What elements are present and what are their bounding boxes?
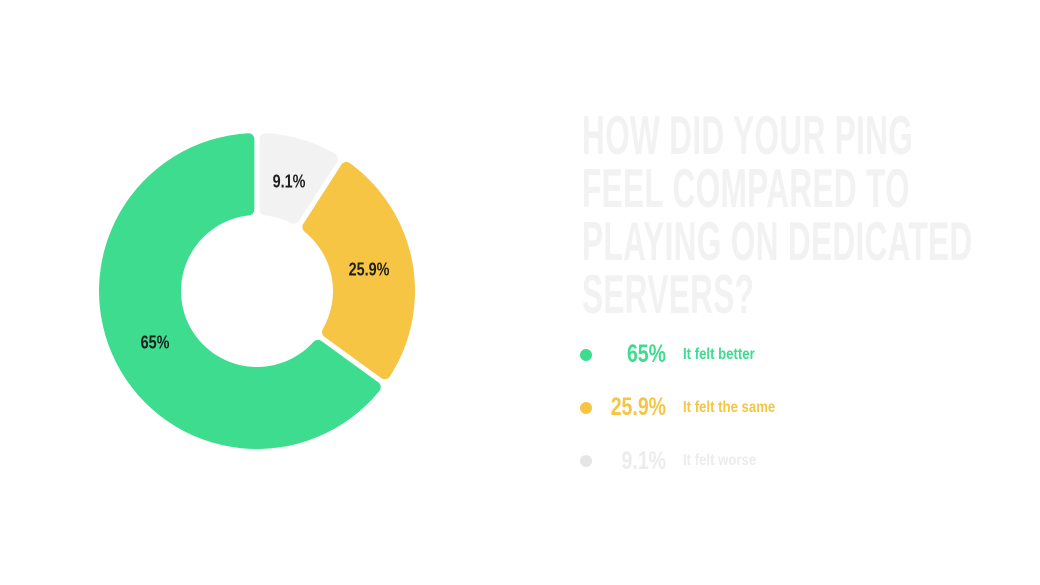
- chart-title: HOW DID YOUR PING FEEL COMPARED TO PLAYI…: [582, 104, 1022, 325]
- title-line-2: FEEL COMPARED TO: [582, 157, 910, 219]
- title-line-4: SERVERS?: [582, 263, 755, 325]
- legend-value-worse: 9.1%: [621, 446, 666, 475]
- legend-dot-worse-icon: [580, 455, 592, 467]
- legend-value-better: 65%: [626, 340, 666, 368]
- legend-row-worse: 9.1% It felt worse: [580, 443, 769, 479]
- donut-svg: [99, 133, 415, 449]
- legend-label-same: It felt the same: [683, 398, 776, 416]
- slice-value-label: 9.1%: [272, 171, 306, 192]
- title-line-3: PLAYING ON DEDICATED: [582, 210, 973, 272]
- slice-value-label: 25.9%: [348, 259, 390, 280]
- legend-label-worse: It felt worse: [683, 452, 757, 469]
- legend-row-better: 65% It felt better: [580, 337, 767, 373]
- slice-value-label: 65%: [141, 332, 170, 353]
- donut-chart: 9.1% 25.9% 65%: [99, 133, 415, 449]
- donut-slice-it-felt-the-same: [302, 162, 415, 380]
- title-line-1: HOW DID YOUR PING: [582, 104, 914, 166]
- donut-slice-it-felt-better: [99, 133, 381, 449]
- legend-label-better: It felt better: [683, 345, 755, 363]
- legend-row-same: 25.9% It felt the same: [580, 390, 792, 426]
- legend-value-same: 25.9%: [610, 393, 666, 421]
- legend-dot-better-icon: [580, 348, 592, 361]
- legend-dot-same-icon: [580, 401, 592, 414]
- donut-slice-it-felt-worse: [259, 133, 338, 224]
